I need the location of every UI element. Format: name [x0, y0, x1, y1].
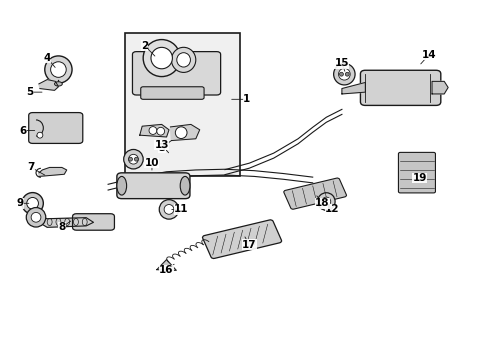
Text: 8: 8 [58, 222, 65, 232]
Ellipse shape [164, 204, 174, 214]
Text: 17: 17 [242, 239, 256, 249]
Polygon shape [140, 125, 169, 137]
Text: 16: 16 [159, 265, 173, 275]
FancyBboxPatch shape [141, 87, 203, 99]
Ellipse shape [26, 208, 46, 227]
Text: 1: 1 [243, 94, 250, 104]
Text: 15: 15 [334, 58, 348, 68]
Ellipse shape [175, 127, 186, 139]
Bar [125, 33, 239, 176]
Text: 9: 9 [17, 198, 24, 208]
FancyBboxPatch shape [117, 173, 189, 199]
Text: 10: 10 [144, 158, 159, 168]
Polygon shape [157, 260, 176, 270]
Text: 19: 19 [412, 173, 426, 183]
Ellipse shape [27, 198, 39, 209]
FancyBboxPatch shape [132, 51, 220, 95]
Ellipse shape [22, 193, 43, 214]
Polygon shape [431, 81, 447, 94]
Ellipse shape [143, 40, 180, 77]
Text: 12: 12 [324, 204, 339, 215]
Polygon shape [170, 125, 199, 140]
FancyBboxPatch shape [360, 70, 440, 105]
Ellipse shape [51, 62, 66, 77]
Ellipse shape [128, 154, 138, 164]
Ellipse shape [177, 53, 190, 67]
Text: 14: 14 [421, 50, 435, 60]
FancyBboxPatch shape [283, 178, 346, 209]
Ellipse shape [339, 72, 343, 76]
Text: 2: 2 [141, 41, 148, 50]
Ellipse shape [123, 149, 143, 169]
Polygon shape [39, 167, 66, 176]
Ellipse shape [117, 176, 126, 195]
Ellipse shape [151, 48, 172, 69]
Text: 4: 4 [43, 53, 51, 63]
Text: 3: 3 [158, 143, 165, 153]
Ellipse shape [345, 72, 348, 76]
Polygon shape [34, 215, 93, 227]
Polygon shape [39, 80, 58, 90]
Text: 5: 5 [26, 87, 34, 97]
Ellipse shape [321, 197, 330, 206]
Ellipse shape [149, 127, 157, 134]
FancyBboxPatch shape [72, 214, 114, 230]
FancyBboxPatch shape [398, 152, 434, 193]
Polygon shape [341, 82, 365, 94]
Text: 6: 6 [19, 126, 26, 135]
Ellipse shape [55, 82, 62, 86]
Ellipse shape [157, 127, 164, 135]
Text: 7: 7 [27, 162, 35, 172]
Ellipse shape [159, 200, 179, 219]
Ellipse shape [171, 47, 195, 72]
FancyBboxPatch shape [202, 220, 281, 258]
Ellipse shape [37, 132, 43, 138]
Ellipse shape [333, 63, 354, 85]
Text: 18: 18 [315, 198, 329, 208]
Ellipse shape [317, 193, 334, 210]
Text: 11: 11 [174, 204, 188, 215]
Ellipse shape [45, 56, 72, 83]
Ellipse shape [338, 68, 349, 80]
Text: 13: 13 [154, 140, 168, 150]
Ellipse shape [134, 157, 138, 161]
FancyBboxPatch shape [29, 113, 82, 143]
Ellipse shape [180, 176, 189, 195]
Ellipse shape [128, 157, 132, 161]
Ellipse shape [31, 212, 41, 222]
